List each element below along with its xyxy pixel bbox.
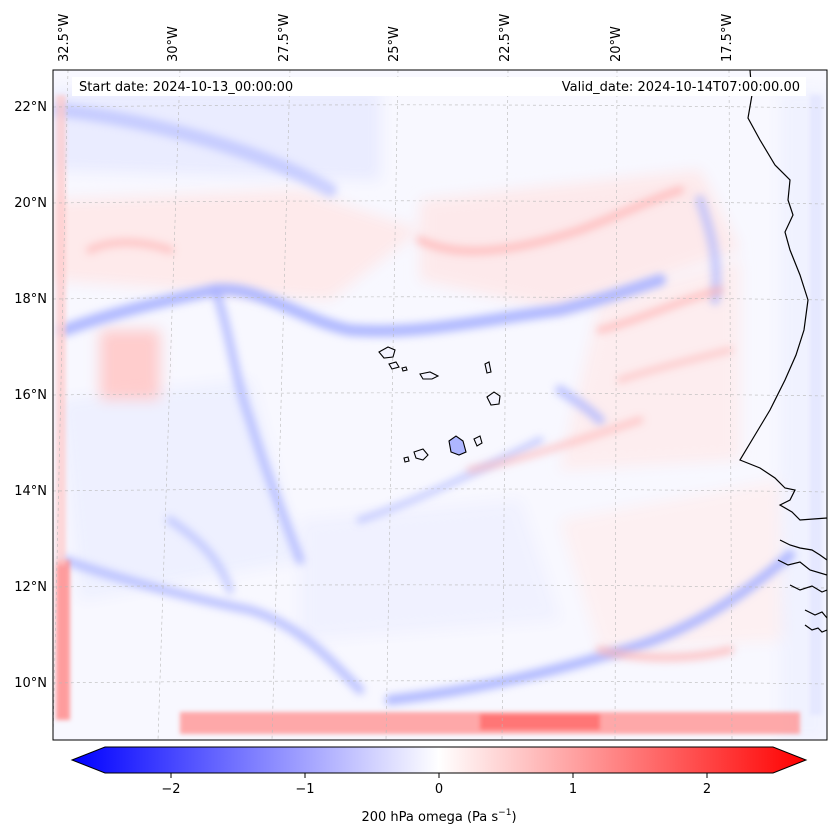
cb-tick-label-m1: −1 [295, 782, 314, 797]
lon-label-27-5w: 27.5°W [277, 14, 292, 62]
colorbar-ticks [170, 773, 708, 778]
omega-field [53, 70, 827, 740]
valid-date-label: Valid_date: 2024-10-14T07:00:00.00 [562, 80, 800, 95]
gridlines [53, 70, 827, 740]
colorbar-body [70, 746, 808, 774]
lat-label-12n: 12°N [14, 580, 47, 595]
lon-label-17-5w: 17.5°W [720, 14, 735, 62]
lon-label-30w: 30°W [166, 26, 181, 62]
colorbar: −2 −1 0 1 2 200 hPa omega (Pa s−1) [70, 746, 808, 825]
cb-tick-label-1: 1 [569, 782, 577, 797]
cape-verde-islands [378, 346, 501, 463]
map-frame [52, 69, 828, 741]
date-annotation-box: Start date: 2024-10-13_00:00:00 Valid_da… [72, 77, 806, 96]
lat-label-22n: 22°N [14, 100, 47, 115]
lat-label-14n: 14°N [14, 484, 47, 499]
longitude-labels: 32.5°W 30°W 27.5°W 25°W 22.5°W 20°W 17.5… [57, 14, 735, 62]
lon-label-20w: 20°W [609, 26, 624, 62]
colorbar-title-tail: ) [511, 810, 516, 825]
lat-label-16n: 16°N [14, 388, 47, 403]
cb-tick-label-0: 0 [435, 782, 443, 797]
colorbar-title: 200 hPa omega (Pa s−1) [361, 808, 516, 825]
start-date-label: Start date: 2024-10-13_00:00:00 [79, 80, 293, 95]
colorbar-title-main: 200 hPa omega (Pa s [361, 810, 498, 825]
lat-label-18n: 18°N [14, 292, 47, 307]
lon-label-25w: 25°W [387, 26, 402, 62]
colorbar-title-exponent: −1 [498, 808, 511, 818]
cb-tick-label-m2: −2 [161, 782, 180, 797]
lon-label-22-5w: 22.5°W [498, 14, 513, 62]
coastlines [739, 70, 827, 633]
lon-label-32-5w: 32.5°W [57, 14, 72, 62]
cb-tick-label-2: 2 [703, 782, 711, 797]
lat-label-10n: 10°N [14, 676, 47, 691]
lat-label-20n: 20°N [14, 196, 47, 211]
latitude-labels: 22°N 20°N 18°N 16°N 14°N 12°N 10°N [14, 100, 47, 691]
